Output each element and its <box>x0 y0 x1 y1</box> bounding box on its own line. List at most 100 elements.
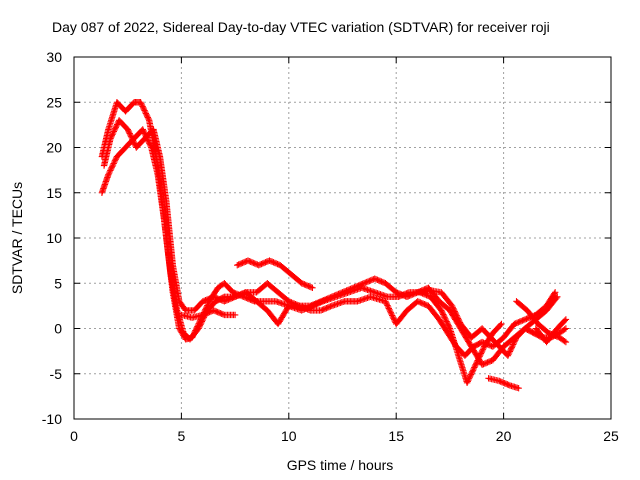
data-point <box>506 349 513 357</box>
data-point <box>508 345 515 352</box>
data-point <box>517 317 525 325</box>
data-point <box>479 347 486 354</box>
data-point <box>344 286 352 294</box>
data-point <box>352 283 360 290</box>
data-point <box>140 127 147 134</box>
data-point <box>230 294 237 301</box>
data-point <box>201 311 208 318</box>
data-point <box>383 300 391 308</box>
data-point <box>395 290 403 297</box>
data-point <box>562 338 570 346</box>
data-point <box>508 344 516 351</box>
data-point <box>521 316 529 323</box>
data-point <box>108 132 116 139</box>
data-point <box>272 260 280 267</box>
data-point <box>505 351 512 358</box>
data-point <box>109 131 116 138</box>
data-point <box>263 258 270 265</box>
data-point <box>511 320 518 328</box>
data-point <box>307 302 314 310</box>
data-point <box>465 376 472 384</box>
data-point <box>229 289 237 296</box>
data-point <box>454 315 462 322</box>
data-point <box>250 259 257 267</box>
data-point <box>308 302 315 309</box>
data-point <box>107 167 114 174</box>
data-point <box>376 277 384 285</box>
data-point <box>325 303 333 311</box>
data-point <box>515 385 522 392</box>
x-tick-label-3: 15 <box>388 428 404 444</box>
data-point <box>302 281 309 289</box>
grid <box>74 57 611 419</box>
y-axis-label: SDTVAR / TECUs <box>9 182 25 294</box>
data-point <box>469 368 476 375</box>
data-point <box>238 290 246 298</box>
data-point <box>515 319 522 326</box>
data-point <box>467 372 474 380</box>
data-point <box>196 322 204 329</box>
data-point <box>385 305 393 312</box>
data-point <box>113 122 120 130</box>
data-point <box>372 276 380 283</box>
data-point <box>466 374 473 381</box>
data-point <box>266 257 273 264</box>
data-point <box>125 128 133 136</box>
data-point <box>415 298 423 306</box>
data-point <box>210 293 217 301</box>
data-point <box>451 308 458 315</box>
data-point <box>358 281 365 288</box>
data-point <box>244 257 252 264</box>
data-point <box>223 297 231 304</box>
data-point <box>315 299 322 306</box>
data-point <box>105 170 113 177</box>
data-point <box>201 297 208 304</box>
data-point <box>196 323 203 331</box>
data-point <box>409 291 416 298</box>
data-point <box>324 304 331 311</box>
data-point <box>481 340 489 347</box>
data-point <box>438 308 446 315</box>
data-point <box>356 281 364 289</box>
data-point <box>498 320 505 328</box>
y-tick-label-2: 0 <box>54 321 62 337</box>
data-point <box>401 292 408 299</box>
data-point <box>251 260 258 267</box>
data-point <box>207 308 215 315</box>
data-point <box>234 292 241 299</box>
data-point <box>218 297 225 304</box>
data-point <box>561 337 568 345</box>
data-point <box>140 128 148 136</box>
data-point <box>388 312 396 319</box>
data-point <box>311 300 318 308</box>
data-point <box>145 115 152 123</box>
data-point <box>260 259 268 267</box>
x-axis: 0 5 10 15 20 25 <box>70 57 619 444</box>
data-point <box>328 293 335 301</box>
x-axis-label: GPS time / hours <box>287 457 394 473</box>
data-point <box>305 282 312 290</box>
data-point <box>485 341 493 349</box>
data-point <box>506 348 514 355</box>
data-point <box>226 295 233 303</box>
data-point <box>233 293 240 300</box>
data-point <box>316 298 323 306</box>
data-point <box>439 309 446 317</box>
data-point <box>146 141 154 148</box>
series-track-9 <box>532 316 570 346</box>
data-point <box>551 290 558 297</box>
data-point <box>452 311 460 318</box>
data-point <box>479 346 487 353</box>
data-point <box>390 315 397 322</box>
data-points <box>98 99 570 392</box>
data-point <box>111 125 119 132</box>
data-point <box>274 260 281 268</box>
data-point <box>442 315 449 322</box>
data-point <box>363 278 370 286</box>
data-point <box>323 304 330 312</box>
data-point <box>239 259 246 267</box>
data-point <box>444 321 452 328</box>
data-point <box>413 289 420 297</box>
data-point <box>336 290 344 297</box>
data-point <box>386 308 394 315</box>
